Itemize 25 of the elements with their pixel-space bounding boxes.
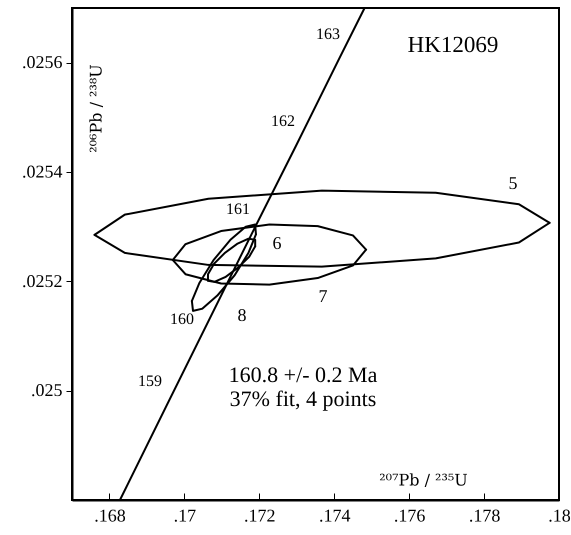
annotation: 8 bbox=[238, 305, 246, 325]
y-tick-label: .0252 bbox=[22, 270, 62, 291]
annotation: 160.8 +/- 0.2 Ma bbox=[228, 362, 378, 387]
text: HK12069 bbox=[408, 32, 498, 57]
annotation: 5 bbox=[508, 173, 518, 193]
x-tick-label: .178 bbox=[468, 506, 500, 526]
annotation: 161 bbox=[226, 201, 250, 218]
annotation: 6 bbox=[272, 233, 282, 253]
x-tick-label: .18 bbox=[548, 506, 571, 526]
x-tick-label: .176 bbox=[394, 506, 426, 526]
annotation: 163 bbox=[316, 26, 340, 43]
annotation: 160 bbox=[170, 311, 194, 328]
annotation: 162 bbox=[271, 113, 295, 130]
y-axis-title: ²⁰⁶Pb / ²³⁸U bbox=[86, 64, 106, 153]
annotation: 159 bbox=[138, 373, 162, 390]
x-tick-label: .168 bbox=[94, 506, 126, 526]
y-tick-label: .025 bbox=[31, 380, 62, 400]
x-tick-label: .172 bbox=[244, 506, 276, 526]
annotation: 37% fit, 4 points bbox=[230, 386, 376, 411]
y-tick-label: .0254 bbox=[22, 162, 62, 182]
x-axis-title: ²⁰⁷Pb / ²³⁵U bbox=[379, 470, 468, 490]
x-tick-label: .174 bbox=[318, 506, 350, 526]
x-tick-label: .17 bbox=[174, 506, 196, 526]
y-tick-label: .0256 bbox=[22, 52, 62, 72]
annotation: 7 bbox=[318, 286, 328, 306]
